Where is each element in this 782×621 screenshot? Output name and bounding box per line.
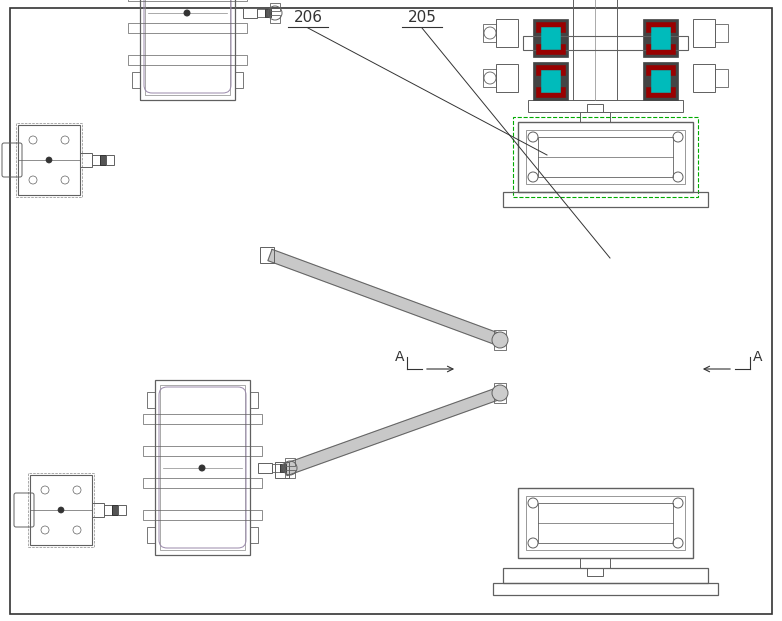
Bar <box>536 22 565 32</box>
Bar <box>270 15 280 23</box>
Bar <box>494 383 506 392</box>
Bar <box>643 19 678 57</box>
Bar <box>272 464 280 472</box>
Bar <box>147 392 155 408</box>
Bar <box>128 55 247 65</box>
Circle shape <box>492 385 508 401</box>
Bar <box>693 64 715 92</box>
Circle shape <box>46 157 52 163</box>
Bar <box>493 583 718 595</box>
Bar <box>536 65 565 75</box>
Bar <box>118 505 126 515</box>
Bar <box>100 155 106 165</box>
Bar <box>503 192 708 207</box>
Bar <box>715 69 728 87</box>
Bar <box>538 503 673 543</box>
Bar <box>143 446 262 456</box>
Bar <box>587 104 603 112</box>
Circle shape <box>492 332 508 348</box>
Bar <box>580 112 610 122</box>
Bar <box>646 87 675 97</box>
Bar <box>533 62 568 100</box>
Bar <box>235 72 243 88</box>
Bar <box>513 117 698 197</box>
Bar <box>285 470 295 478</box>
Bar <box>275 462 289 478</box>
Bar <box>285 458 295 466</box>
Bar <box>494 394 506 403</box>
Bar <box>280 464 286 472</box>
Bar <box>155 380 250 555</box>
Bar <box>128 23 247 33</box>
Bar <box>503 568 708 583</box>
Bar <box>533 19 568 57</box>
Bar <box>536 87 565 97</box>
Bar <box>147 527 155 543</box>
Bar <box>143 414 262 424</box>
Bar <box>104 505 112 515</box>
Bar <box>260 247 274 263</box>
Bar <box>518 488 693 558</box>
Bar <box>526 130 685 184</box>
Bar <box>132 72 140 88</box>
Bar <box>496 64 518 92</box>
Polygon shape <box>268 250 502 346</box>
Bar <box>140 0 235 100</box>
Bar <box>143 478 262 488</box>
Text: A: A <box>753 350 762 364</box>
Bar <box>538 137 673 177</box>
Bar <box>573 0 617 100</box>
Bar <box>523 36 688 50</box>
Bar <box>128 0 247 1</box>
Circle shape <box>184 10 190 16</box>
Bar <box>28 473 94 547</box>
Bar <box>693 19 715 47</box>
Bar <box>651 70 670 92</box>
Bar <box>715 24 728 42</box>
Bar <box>494 330 506 339</box>
Bar <box>580 558 610 568</box>
Bar <box>646 65 675 75</box>
Bar <box>112 505 118 515</box>
Bar <box>160 385 245 550</box>
Bar <box>265 9 271 17</box>
Bar <box>250 392 258 408</box>
Bar <box>518 122 693 192</box>
Bar <box>541 27 560 49</box>
Bar <box>528 100 683 112</box>
Polygon shape <box>283 388 502 476</box>
Bar <box>587 568 603 576</box>
Bar <box>257 9 265 17</box>
Bar <box>250 527 258 543</box>
Bar <box>526 496 685 550</box>
Bar <box>243 8 257 18</box>
Bar <box>494 341 506 350</box>
Bar <box>92 155 100 165</box>
Bar <box>536 44 565 54</box>
Bar <box>541 70 560 92</box>
Bar <box>30 475 92 545</box>
Bar <box>483 69 496 87</box>
Text: 206: 206 <box>293 10 322 25</box>
Bar <box>18 125 80 195</box>
Bar <box>145 0 230 95</box>
Circle shape <box>199 465 205 471</box>
Bar <box>16 123 82 197</box>
Bar <box>143 510 262 520</box>
Bar <box>646 44 675 54</box>
Bar <box>483 24 496 42</box>
Bar <box>496 19 518 47</box>
Circle shape <box>58 507 64 513</box>
Bar <box>270 3 280 11</box>
Bar <box>651 27 670 49</box>
Text: 205: 205 <box>407 10 436 25</box>
Bar <box>646 22 675 32</box>
Bar <box>258 463 272 473</box>
Text: A: A <box>394 350 404 364</box>
Bar <box>80 153 92 167</box>
Bar <box>92 503 104 517</box>
Bar <box>106 155 114 165</box>
Bar <box>643 62 678 100</box>
